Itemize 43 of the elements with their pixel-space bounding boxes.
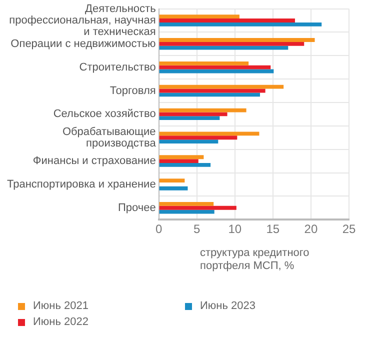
bar [159, 84, 284, 89]
bar [159, 186, 188, 190]
y-tick-label: Сельское хозяйство [53, 108, 156, 120]
bar [159, 46, 288, 50]
bar [159, 162, 211, 167]
x-tick-label: 0 [155, 222, 162, 236]
x-tick-label: 20 [304, 222, 318, 236]
bar [159, 65, 271, 70]
bar [159, 14, 240, 19]
y-tick-label: Строительство [79, 61, 156, 74]
bar [159, 61, 249, 66]
y-tick-label: Деятельность профессиональная, научная и техническая [9, 2, 156, 38]
x-tick-label: 10 [228, 222, 242, 236]
bar [159, 178, 185, 183]
bar [159, 88, 266, 93]
bar [159, 206, 236, 210]
bar [159, 210, 214, 214]
bar [159, 202, 214, 206]
x-tick-label: 5 [194, 222, 201, 236]
y-tick-label: Прочее [118, 202, 156, 214]
bar [159, 38, 315, 42]
x-tick-label: 25 [342, 222, 356, 236]
bar [159, 112, 228, 116]
y-tick-label: Торговля [110, 84, 156, 97]
bar [159, 116, 220, 120]
bar [159, 159, 198, 163]
bar [159, 22, 322, 26]
bar [159, 140, 218, 144]
x-tick-label: 15 [266, 222, 280, 236]
y-tick-label: Транспортировка и хранение [6, 178, 156, 190]
x-axis-title: структура кредитного портфеля МСП, % [200, 247, 310, 273]
bar [159, 92, 260, 97]
legend-label: Июнь 2021 [33, 300, 88, 312]
bar [159, 136, 238, 140]
y-tick-label: Финансы и страхование [32, 155, 156, 168]
bar [159, 42, 304, 46]
y-tick-label: Операции с недвижимостью [10, 38, 156, 50]
bar [159, 108, 246, 112]
legend-label: Июнь 2023 [200, 300, 256, 312]
y-tick-label: Обрабатывающие производства [62, 126, 157, 150]
bar [159, 155, 204, 160]
legend-label: Июнь 2022 [33, 316, 88, 328]
bar [159, 18, 295, 22]
